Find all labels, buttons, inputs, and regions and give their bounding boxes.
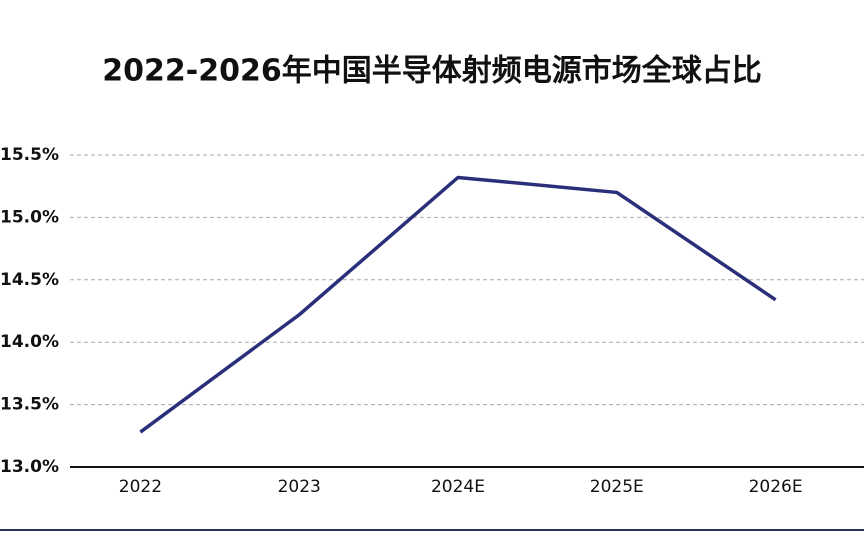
chart-title: 2022-2026年中国半导体射频电源市场全球占比	[102, 54, 761, 89]
x-tick-label: 2023	[278, 477, 321, 497]
x-tick-label: 2026E	[749, 477, 803, 497]
data-line	[139, 175, 777, 434]
x-tick-label: 2022	[119, 477, 162, 497]
x-tick-label: 2024E	[431, 477, 485, 497]
y-tick-label: 14.0%	[0, 332, 59, 352]
y-tick-label: 15.5%	[0, 145, 59, 165]
x-tick-label: 2025E	[590, 477, 644, 497]
y-tick-label: 14.5%	[0, 270, 59, 290]
y-tick-label: 15.0%	[0, 207, 59, 227]
y-tick-label: 13.5%	[0, 395, 59, 415]
y-tick-label: 13.0%	[0, 457, 59, 477]
